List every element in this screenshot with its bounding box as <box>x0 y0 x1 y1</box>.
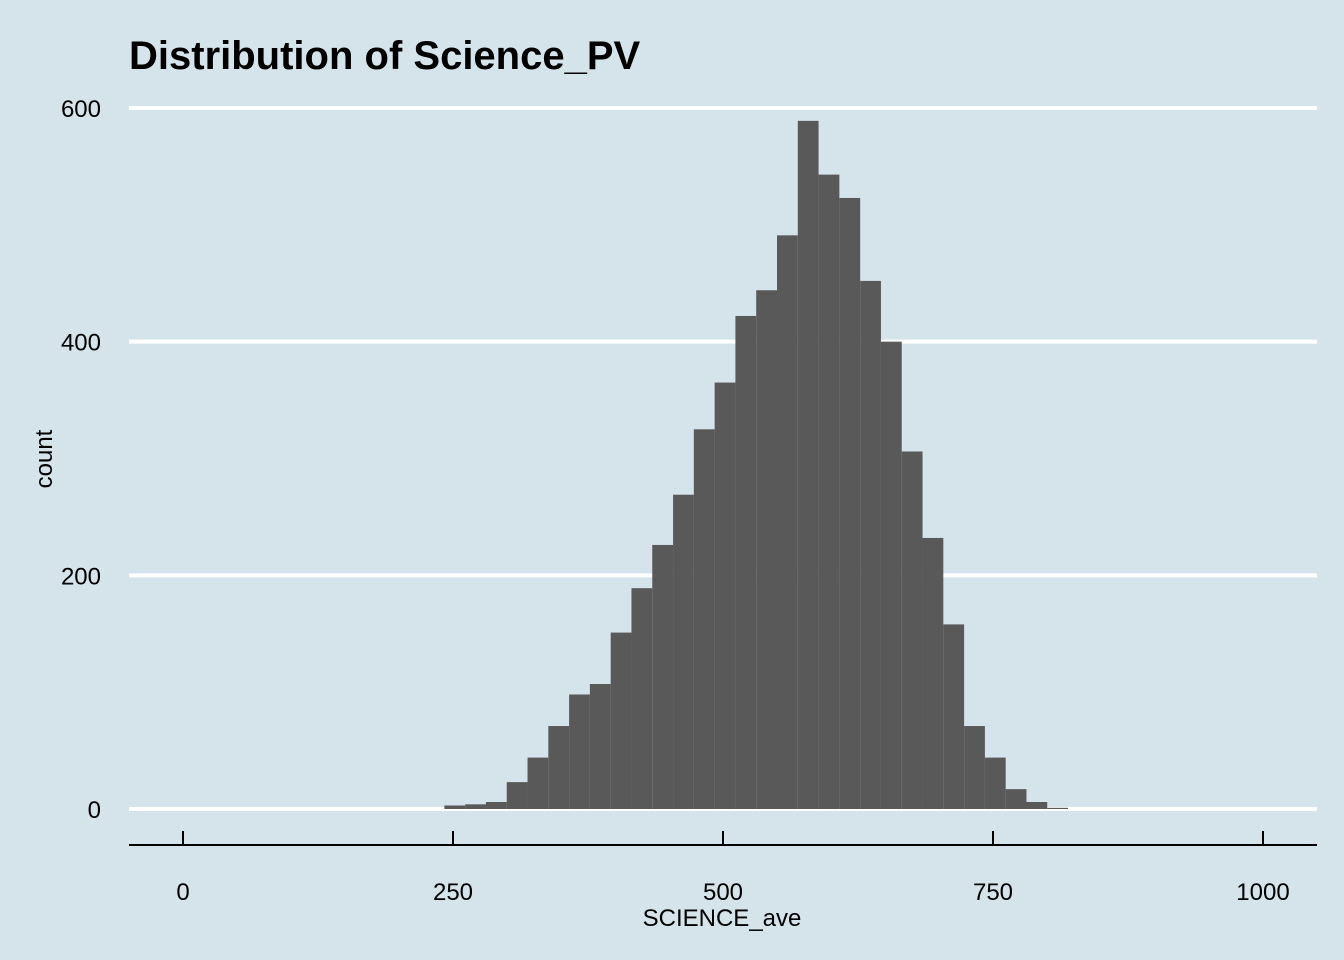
histogram-bar <box>485 801 507 809</box>
x-axis: 0 250 500 750 1000 <box>129 831 1317 906</box>
x-tick-label: 750 <box>973 879 1013 906</box>
histogram-bar <box>839 197 861 809</box>
histogram-bar <box>797 120 819 809</box>
x-tick-label: 500 <box>703 879 743 906</box>
histogram-bar <box>506 782 528 809</box>
histogram-bar <box>610 632 632 809</box>
histogram-bar <box>631 588 653 809</box>
histogram-bar <box>589 683 611 809</box>
histogram-bar <box>735 315 757 809</box>
histogram-bar <box>1047 807 1069 809</box>
chart-title: Distribution of Science_PV <box>129 34 641 78</box>
histogram-bar <box>652 544 674 809</box>
histogram-bar <box>673 494 694 809</box>
histogram-bar <box>860 280 881 809</box>
x-tick-label: 0 <box>176 879 189 906</box>
x-axis-label: SCIENCE_ave <box>643 905 802 932</box>
histogram-bar <box>756 290 777 809</box>
x-tick-label: 250 <box>433 879 473 906</box>
histogram-bar <box>1026 801 1048 809</box>
histogram-bar <box>964 726 985 809</box>
y-tick-label: 600 <box>61 96 101 123</box>
histogram-bar <box>943 624 965 809</box>
x-tick-label: 1000 <box>1236 879 1289 906</box>
histogram-bar <box>922 537 944 809</box>
histogram-bar <box>693 429 715 809</box>
histogram-bar <box>527 757 549 809</box>
histogram-bar <box>714 382 736 809</box>
histogram-bar <box>901 451 923 809</box>
y-tick-label: 0 <box>88 797 101 824</box>
histogram-bar <box>569 694 590 809</box>
histogram-bar <box>818 174 840 810</box>
histogram-bar <box>1005 789 1027 809</box>
histogram-bar <box>444 805 466 809</box>
y-tick-label: 400 <box>61 330 101 357</box>
histogram-bar <box>880 341 902 809</box>
histogram-bar <box>984 757 1006 809</box>
y-axis-label: count <box>31 429 58 488</box>
y-axis-ticks: 0 200 400 600 <box>61 96 101 824</box>
histogram-bar <box>548 726 570 809</box>
histogram-bar <box>777 235 798 809</box>
bars <box>444 120 1069 810</box>
y-tick-label: 200 <box>61 563 101 590</box>
histogram-bar <box>465 804 486 809</box>
